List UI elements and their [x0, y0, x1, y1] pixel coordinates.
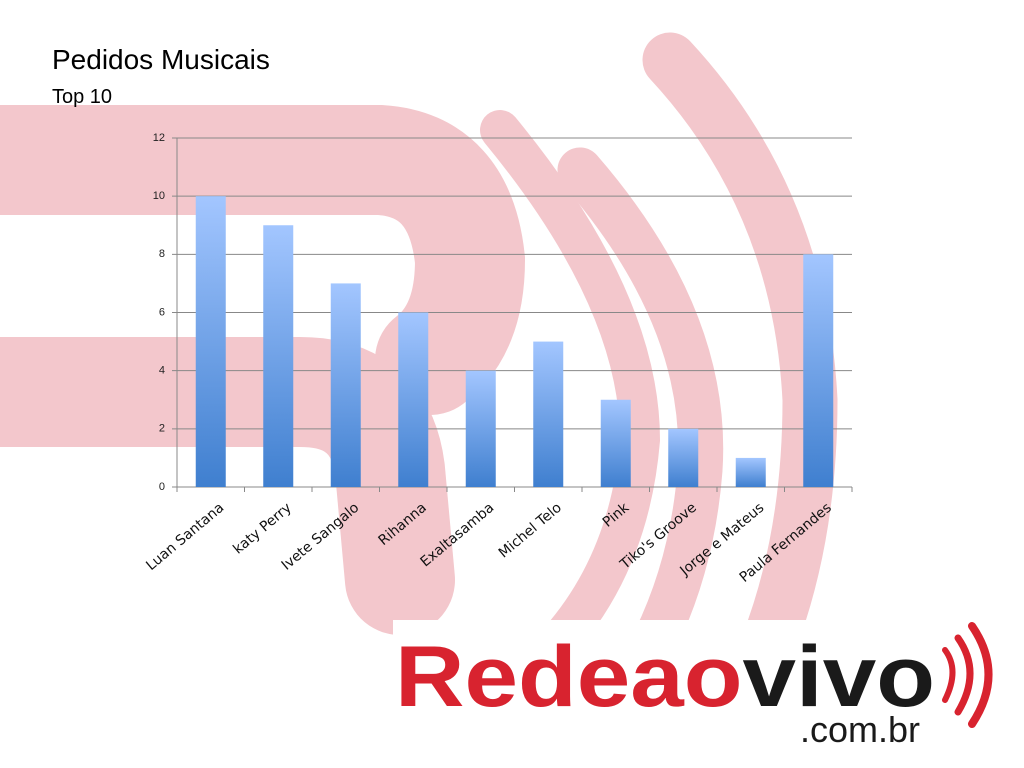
chart-title: Pedidos Musicais: [52, 44, 270, 75]
bar: [465, 370, 496, 487]
x-tick-label: Luan Santana: [143, 500, 227, 574]
logo-name-black: vivo: [743, 629, 935, 725]
chart-subtitle: Top 10: [52, 86, 112, 108]
y-tick-label: 0: [159, 481, 165, 493]
y-tick-label: 10: [153, 190, 165, 202]
bar: [263, 225, 294, 487]
logo-name-red: Redeao: [395, 629, 743, 725]
y-tick-label: 12: [153, 132, 165, 144]
logo: Redeao vivo .com.br: [395, 622, 993, 750]
y-tick-label: 8: [159, 248, 165, 260]
y-tick-label: 6: [159, 306, 165, 318]
bar: [398, 312, 429, 487]
bar: [735, 457, 766, 487]
x-tick-label: Michel Telo: [496, 500, 565, 562]
bar: [330, 283, 361, 487]
y-tick-label: 2: [159, 423, 165, 435]
logo-waves: [942, 622, 993, 728]
logo-domain: .com.br: [800, 709, 920, 750]
x-tick-label: katy Perry: [230, 500, 295, 558]
bar: [600, 399, 631, 487]
bar: [195, 196, 226, 487]
bar: [668, 428, 699, 487]
logo-background: [393, 620, 1024, 768]
logo-name: Redeao vivo: [395, 629, 935, 725]
y-tick-label: 4: [159, 365, 165, 377]
bar: [533, 341, 564, 487]
bar: [803, 254, 834, 487]
